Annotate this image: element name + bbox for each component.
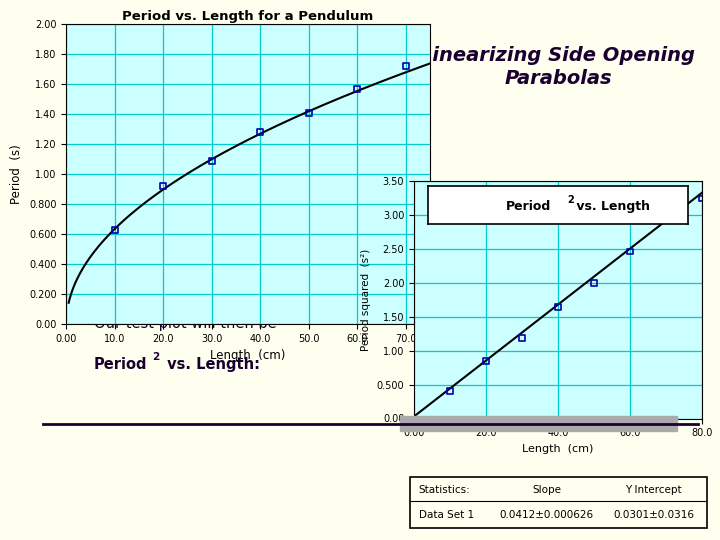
Point xyxy=(109,225,120,234)
Title: Period vs. Length for a Pendulum: Period vs. Length for a Pendulum xyxy=(122,10,374,23)
Point xyxy=(400,62,411,71)
Text: Slope: Slope xyxy=(532,484,561,495)
Point xyxy=(552,303,564,312)
Text: 2: 2 xyxy=(153,352,160,362)
Y-axis label: Period squared  (s²): Period squared (s²) xyxy=(361,248,371,351)
Text: Linearizing Side Opening
Parabolas: Linearizing Side Opening Parabolas xyxy=(420,46,696,88)
Point xyxy=(696,194,708,203)
Text: Data Set 1: Data Set 1 xyxy=(418,510,474,521)
Point xyxy=(449,50,460,58)
Point xyxy=(303,109,315,117)
Text: 0.0412±0.000626: 0.0412±0.000626 xyxy=(500,510,593,521)
Point xyxy=(480,356,492,365)
Text: Y Intercept: Y Intercept xyxy=(625,484,682,495)
Point xyxy=(158,182,169,191)
Point xyxy=(254,128,266,137)
Text: Statistics:: Statistics: xyxy=(418,484,470,495)
Text: Our test plot will then be: Our test plot will then be xyxy=(94,316,276,331)
Point xyxy=(351,84,363,93)
Text: vs. Length:: vs. Length: xyxy=(162,357,260,372)
X-axis label: Length  (cm): Length (cm) xyxy=(522,444,594,454)
Point xyxy=(206,157,217,165)
Point xyxy=(516,333,528,342)
Point xyxy=(660,213,672,222)
Point xyxy=(444,387,456,396)
Point xyxy=(588,279,600,288)
Point xyxy=(624,247,636,256)
Y-axis label: Period  (s): Period (s) xyxy=(10,144,23,204)
Text: 0.0301±0.0316: 0.0301±0.0316 xyxy=(613,510,694,521)
X-axis label: Length  (cm): Length (cm) xyxy=(210,349,286,362)
Text: Period: Period xyxy=(94,357,147,372)
